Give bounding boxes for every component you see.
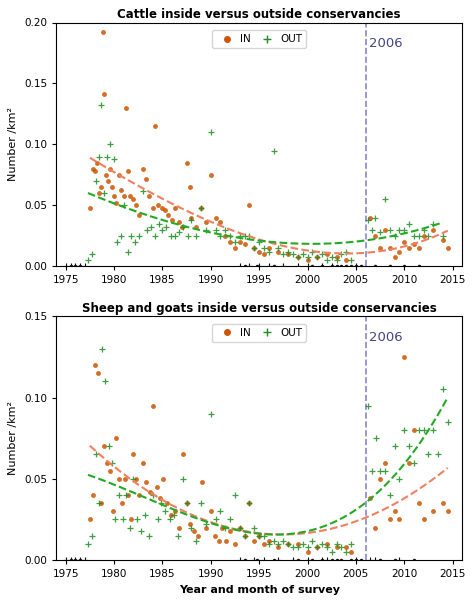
Text: 2006: 2006 xyxy=(370,330,403,344)
Legend: IN, OUT: IN, OUT xyxy=(212,324,306,342)
Y-axis label: Number /km²: Number /km² xyxy=(9,401,19,475)
Title: Cattle inside versus outside conservancies: Cattle inside versus outside conservanci… xyxy=(117,8,401,21)
Legend: IN, OUT: IN, OUT xyxy=(212,30,306,48)
Text: 2006: 2006 xyxy=(370,37,403,50)
Y-axis label: Number /km²: Number /km² xyxy=(9,107,19,182)
X-axis label: Year and month of survey: Year and month of survey xyxy=(179,585,340,595)
Title: Sheep and goats inside versus outside conservancies: Sheep and goats inside versus outside co… xyxy=(82,302,437,315)
